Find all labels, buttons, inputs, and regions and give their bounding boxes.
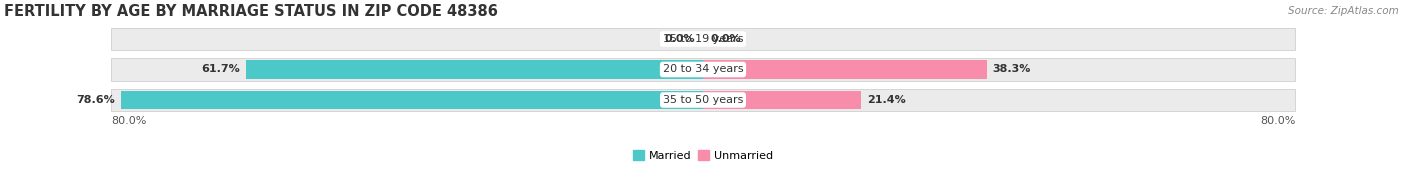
Bar: [246, 60, 703, 79]
Text: 80.0%: 80.0%: [111, 116, 146, 126]
Text: FERTILITY BY AGE BY MARRIAGE STATUS IN ZIP CODE 48386: FERTILITY BY AGE BY MARRIAGE STATUS IN Z…: [4, 4, 498, 19]
Legend: Married, Unmarried: Married, Unmarried: [628, 146, 778, 165]
Text: 21.4%: 21.4%: [868, 95, 905, 105]
Bar: [121, 91, 703, 109]
Text: 0.0%: 0.0%: [710, 34, 741, 44]
Text: 38.3%: 38.3%: [993, 64, 1031, 74]
Text: 15 to 19 years: 15 to 19 years: [662, 34, 744, 44]
Text: 35 to 50 years: 35 to 50 years: [662, 95, 744, 105]
Bar: [703, 60, 987, 79]
Bar: [111, 89, 1295, 112]
Bar: [703, 91, 862, 109]
Text: 0.0%: 0.0%: [665, 34, 696, 44]
Text: 61.7%: 61.7%: [201, 64, 240, 74]
Text: 80.0%: 80.0%: [1260, 116, 1295, 126]
Text: 20 to 34 years: 20 to 34 years: [662, 64, 744, 74]
Bar: [111, 58, 1295, 81]
Text: Source: ZipAtlas.com: Source: ZipAtlas.com: [1288, 6, 1399, 16]
Bar: [111, 28, 1295, 50]
Text: 78.6%: 78.6%: [76, 95, 115, 105]
